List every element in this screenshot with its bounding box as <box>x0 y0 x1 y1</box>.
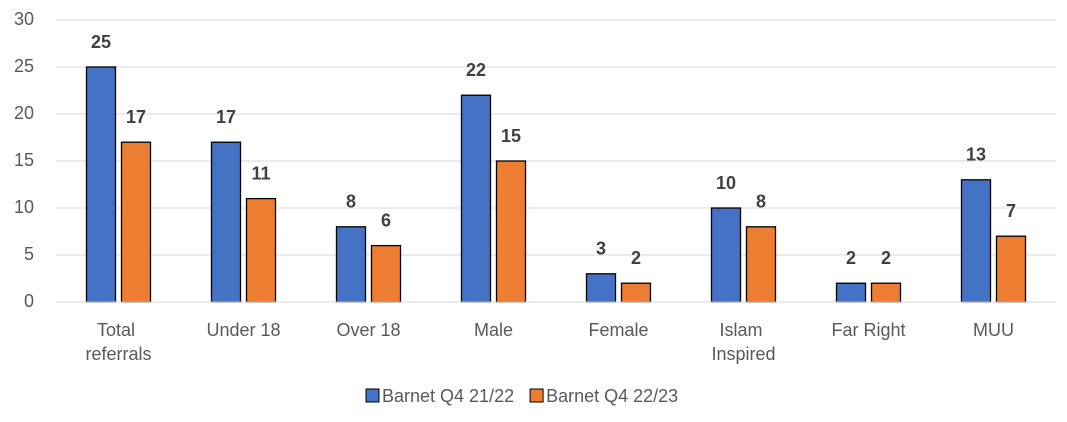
bar <box>210 141 242 303</box>
x-tick-label: Male <box>474 320 513 340</box>
y-tick-label: 25 <box>14 56 34 76</box>
data-label: 17 <box>216 107 236 127</box>
bar <box>620 282 652 303</box>
y-tick-label: 20 <box>14 103 34 123</box>
bar <box>995 235 1027 303</box>
x-tick-label: MUU <box>973 320 1014 340</box>
bar <box>835 282 867 303</box>
data-label: 11 <box>251 163 270 183</box>
data-label: 8 <box>346 192 356 212</box>
x-tick-label: Over 18 <box>336 320 400 340</box>
legend-label: Barnet Q4 21/22 <box>382 386 514 406</box>
bar <box>870 282 902 303</box>
bar <box>960 179 992 303</box>
data-label: 15 <box>501 126 521 146</box>
x-tick-label: Under 18 <box>206 320 280 340</box>
legend-label: Barnet Q4 22/23 <box>546 386 678 406</box>
y-tick-label: 30 <box>14 9 34 29</box>
x-tick-label: Female <box>588 320 648 340</box>
bar <box>85 66 117 303</box>
bar <box>585 273 617 303</box>
legend-swatch <box>365 388 380 403</box>
data-label: 10 <box>716 173 736 193</box>
data-label: 2 <box>846 248 856 268</box>
bar <box>335 226 367 303</box>
bar <box>460 94 492 303</box>
y-tick-label: 15 <box>14 150 34 170</box>
bar <box>120 141 152 303</box>
data-label: 2 <box>881 248 891 268</box>
bar <box>245 197 277 303</box>
data-label: 3 <box>596 239 606 259</box>
data-label: 8 <box>756 192 766 212</box>
legend-swatch <box>529 388 544 403</box>
data-label: 22 <box>466 60 486 80</box>
x-tick-label: Far Right <box>831 320 905 340</box>
y-tick-label: 5 <box>24 244 34 264</box>
bar <box>495 160 527 303</box>
y-tick-label: 0 <box>24 291 34 311</box>
data-label: 7 <box>1006 201 1016 221</box>
data-label: 13 <box>966 145 986 165</box>
x-tick-label: Islam Inspired <box>711 320 775 364</box>
data-label: 2 <box>631 248 641 268</box>
bar <box>745 226 777 303</box>
bar <box>710 207 742 303</box>
x-tick-label: Total referrals <box>85 320 151 364</box>
data-label: 17 <box>126 107 146 127</box>
data-label: 25 <box>91 32 111 52</box>
data-label: 6 <box>381 210 391 230</box>
bar <box>370 244 402 303</box>
y-tick-label: 10 <box>14 197 34 217</box>
